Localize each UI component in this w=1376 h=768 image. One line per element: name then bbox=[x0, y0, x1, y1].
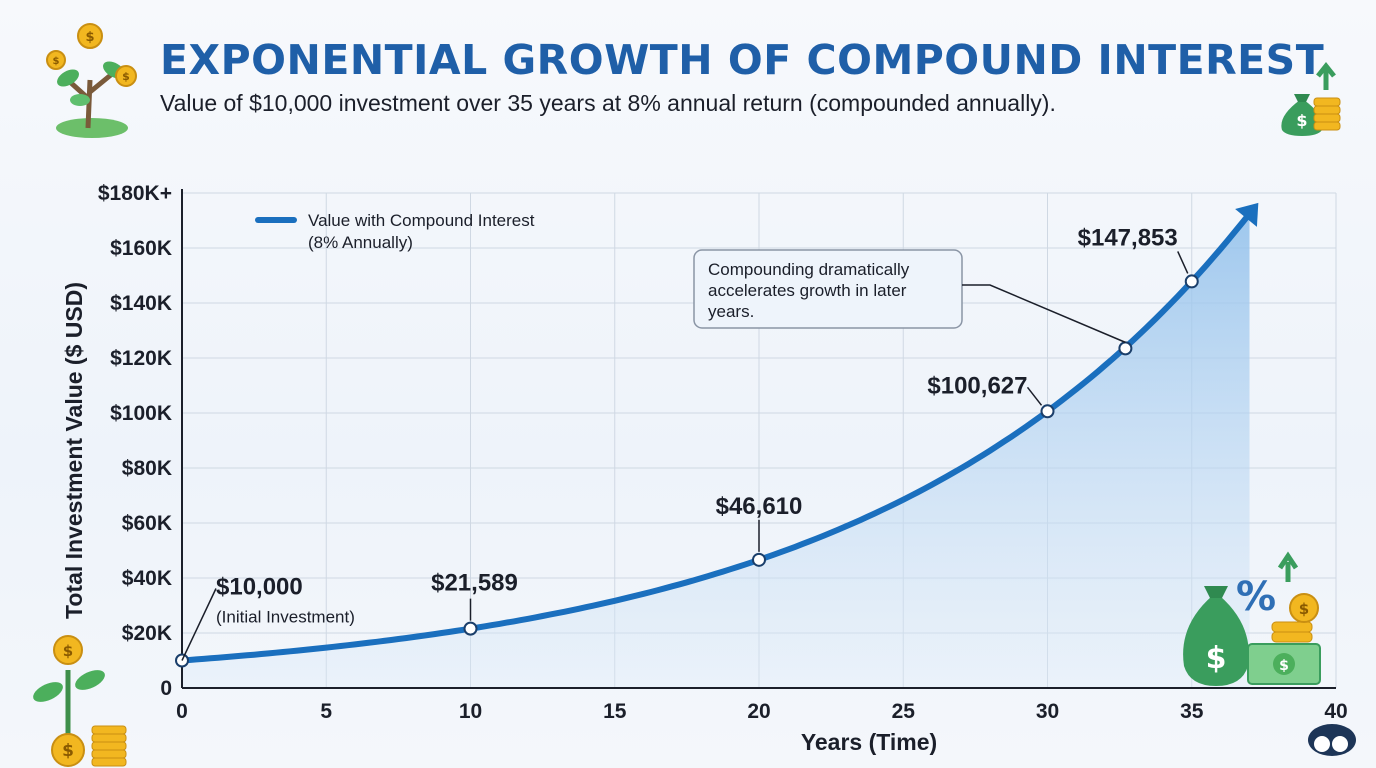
y-tick-label: $80K bbox=[122, 457, 172, 480]
svg-text:$: $ bbox=[85, 30, 94, 45]
series-area bbox=[182, 213, 1250, 688]
x-tick-label: 0 bbox=[176, 700, 188, 723]
x-tick-label: 5 bbox=[320, 700, 332, 723]
svg-text:$: $ bbox=[53, 56, 60, 67]
y-tick-label: $180K+ bbox=[98, 182, 172, 205]
x-tick-label: 30 bbox=[1036, 700, 1059, 723]
x-tick-label: 35 bbox=[1180, 700, 1204, 723]
y-tick-label: 0 bbox=[160, 677, 172, 700]
data-label: $46,610 bbox=[716, 493, 803, 520]
coin-plant-icon: $ $ bbox=[33, 635, 127, 767]
money-bag-percent-icon: $ $ $ % bbox=[1183, 551, 1321, 686]
svg-text:$: $ bbox=[1296, 111, 1307, 130]
svg-text:$: $ bbox=[1299, 600, 1309, 618]
data-point bbox=[1184, 274, 1199, 289]
y-axis-title: Total Investment Value ($ USD) bbox=[61, 282, 87, 619]
x-tick-label: 40 bbox=[1324, 700, 1347, 723]
x-tick-label: 10 bbox=[459, 700, 482, 723]
data-point bbox=[1118, 341, 1133, 356]
svg-text:%: % bbox=[1236, 574, 1276, 620]
data-label: $100,627 bbox=[927, 372, 1027, 399]
series-line bbox=[179, 210, 1253, 664]
data-sublabel: (Initial Investment) bbox=[216, 608, 355, 627]
cloud-logo-icon bbox=[1308, 724, 1356, 756]
y-tick-label: $120K bbox=[110, 347, 172, 370]
svg-text:$: $ bbox=[1279, 658, 1289, 674]
svg-text:$: $ bbox=[122, 70, 130, 83]
data-label-leader bbox=[181, 588, 217, 661]
data-label: $10,000 bbox=[216, 574, 303, 601]
page-title: EXPONENTIAL GROWTH OF COMPOUND INTEREST bbox=[160, 36, 1325, 84]
legend-label-line2: (8% Annually) bbox=[308, 233, 413, 252]
svg-text:$: $ bbox=[62, 741, 74, 761]
svg-text:$: $ bbox=[1206, 641, 1227, 676]
x-axis-title: Years (Time) bbox=[801, 729, 937, 755]
data-label-leader bbox=[1177, 251, 1189, 274]
annotation-text: accelerates growth in later bbox=[708, 281, 907, 300]
x-tick-label: 20 bbox=[747, 700, 770, 723]
annotation-text: Compounding dramatically bbox=[708, 260, 910, 279]
money-tree-icon: $ $ $ bbox=[46, 23, 137, 138]
data-label: $21,589 bbox=[431, 570, 518, 597]
y-tick-label: $160K bbox=[110, 237, 172, 260]
page-subtitle: Value of $10,000 investment over 35 year… bbox=[160, 90, 1056, 116]
y-tick-label: $60K bbox=[122, 512, 172, 535]
annotation-box bbox=[693, 249, 963, 329]
x-tick-label: 15 bbox=[603, 700, 627, 723]
data-point bbox=[752, 552, 766, 567]
y-tick-label: $100K bbox=[110, 402, 172, 425]
annotation-text: years. bbox=[708, 302, 754, 321]
y-tick-label: $140K bbox=[110, 292, 172, 315]
y-tick-label: $20K bbox=[122, 622, 172, 645]
x-tick-label: 25 bbox=[892, 700, 916, 723]
svg-text:$: $ bbox=[63, 642, 73, 660]
data-point bbox=[1040, 404, 1055, 419]
series-arrowhead bbox=[1235, 202, 1259, 227]
data-label: $147,853 bbox=[1078, 224, 1178, 251]
y-tick-label: $40K bbox=[122, 567, 172, 590]
money-bag-growth-icon: $ bbox=[1281, 61, 1341, 136]
data-point bbox=[463, 621, 478, 636]
annotation-leader bbox=[962, 284, 1126, 344]
legend-label: Value with Compound Interest bbox=[308, 211, 535, 230]
data-label-leader bbox=[1026, 386, 1043, 406]
